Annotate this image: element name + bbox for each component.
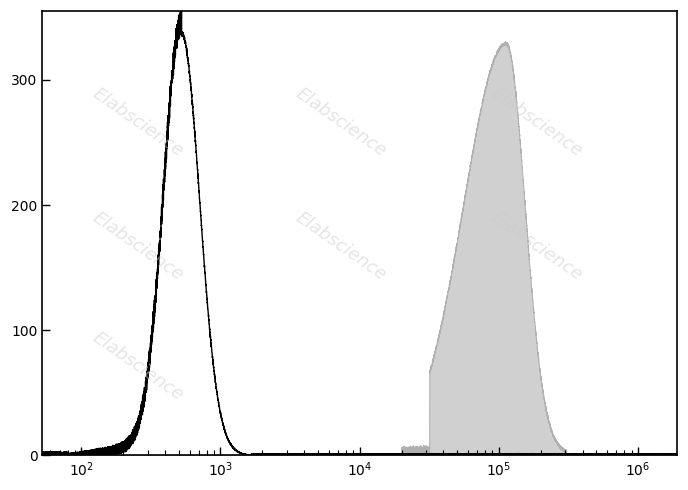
Text: Elabscience: Elabscience bbox=[292, 84, 389, 160]
Text: Elabscience: Elabscience bbox=[292, 209, 389, 285]
Text: Elabscience: Elabscience bbox=[89, 329, 186, 404]
Text: Elabscience: Elabscience bbox=[89, 84, 186, 160]
Text: Elabscience: Elabscience bbox=[488, 209, 586, 285]
Text: Elabscience: Elabscience bbox=[488, 84, 586, 160]
Text: Elabscience: Elabscience bbox=[89, 209, 186, 285]
